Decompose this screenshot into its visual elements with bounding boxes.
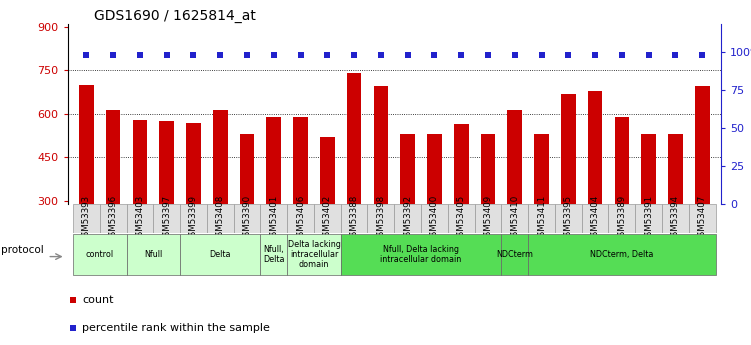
Text: NDCterm, Delta: NDCterm, Delta [590, 250, 653, 259]
Text: Delta lacking
intracellular
domain: Delta lacking intracellular domain [288, 239, 340, 269]
FancyBboxPatch shape [100, 204, 126, 233]
FancyBboxPatch shape [180, 204, 207, 233]
FancyBboxPatch shape [555, 204, 582, 233]
FancyBboxPatch shape [528, 204, 555, 233]
Text: GSM53401: GSM53401 [270, 195, 279, 242]
FancyBboxPatch shape [73, 234, 126, 275]
Bar [320, 137, 335, 204]
Text: GSM53398: GSM53398 [376, 195, 385, 242]
Text: GSM53395: GSM53395 [564, 195, 573, 242]
Text: Nfull, Delta lacking
intracellular domain: Nfull, Delta lacking intracellular domai… [381, 245, 462, 264]
Bar [561, 94, 576, 204]
Bar [400, 134, 415, 204]
FancyBboxPatch shape [126, 234, 180, 275]
Text: GSM53405: GSM53405 [457, 195, 466, 242]
Text: GSM53399: GSM53399 [189, 195, 198, 242]
Bar [293, 117, 308, 204]
FancyBboxPatch shape [261, 204, 287, 233]
FancyBboxPatch shape [421, 204, 448, 233]
Text: GSM53390: GSM53390 [243, 195, 252, 242]
Text: protocol: protocol [2, 245, 44, 255]
Bar [106, 109, 120, 204]
Text: GSM53388: GSM53388 [350, 195, 359, 242]
FancyBboxPatch shape [475, 204, 502, 233]
Text: GSM53404: GSM53404 [590, 195, 599, 242]
Bar [588, 91, 602, 204]
Text: GSM53394: GSM53394 [671, 195, 680, 242]
FancyBboxPatch shape [341, 234, 502, 275]
Text: GSM53389: GSM53389 [617, 195, 626, 242]
FancyBboxPatch shape [502, 234, 528, 275]
FancyBboxPatch shape [314, 204, 341, 233]
FancyBboxPatch shape [582, 204, 608, 233]
Text: GSM53410: GSM53410 [510, 195, 519, 242]
Text: NDCterm: NDCterm [496, 250, 533, 259]
Text: GSM53411: GSM53411 [537, 195, 546, 242]
Text: count: count [82, 295, 113, 305]
FancyBboxPatch shape [394, 204, 421, 233]
Text: GSM53397: GSM53397 [162, 195, 171, 242]
FancyBboxPatch shape [126, 204, 153, 233]
FancyBboxPatch shape [153, 204, 180, 233]
Bar [454, 124, 469, 204]
Text: GSM53407: GSM53407 [698, 195, 707, 242]
Text: GSM53400: GSM53400 [430, 195, 439, 242]
Text: Delta: Delta [210, 250, 231, 259]
Text: Nfull,
Delta: Nfull, Delta [263, 245, 285, 264]
FancyBboxPatch shape [502, 204, 528, 233]
FancyBboxPatch shape [448, 204, 475, 233]
Text: Nfull: Nfull [144, 250, 162, 259]
Text: GSM53392: GSM53392 [403, 195, 412, 242]
Text: GSM53403: GSM53403 [135, 195, 144, 242]
FancyBboxPatch shape [234, 204, 261, 233]
Bar [347, 73, 361, 204]
Bar [508, 109, 522, 204]
FancyBboxPatch shape [689, 204, 716, 233]
Bar [159, 121, 174, 204]
FancyBboxPatch shape [528, 234, 716, 275]
Text: GSM53393: GSM53393 [82, 195, 91, 242]
Text: GSM53406: GSM53406 [296, 195, 305, 242]
FancyBboxPatch shape [367, 204, 394, 233]
Text: GSM53409: GSM53409 [484, 195, 493, 242]
FancyBboxPatch shape [287, 234, 341, 275]
Bar [213, 109, 228, 204]
FancyBboxPatch shape [635, 204, 662, 233]
FancyBboxPatch shape [662, 204, 689, 233]
Bar [614, 117, 629, 204]
Bar [534, 134, 549, 204]
FancyBboxPatch shape [73, 204, 100, 233]
Bar [240, 134, 255, 204]
Bar [641, 134, 656, 204]
FancyBboxPatch shape [261, 234, 287, 275]
Text: percentile rank within the sample: percentile rank within the sample [82, 323, 270, 333]
Text: GDS1690 / 1625814_at: GDS1690 / 1625814_at [94, 9, 255, 23]
Text: GSM53391: GSM53391 [644, 195, 653, 242]
Bar [427, 134, 442, 204]
Bar [668, 134, 683, 204]
Text: GSM53402: GSM53402 [323, 195, 332, 242]
Bar [267, 117, 281, 204]
Text: control: control [86, 250, 114, 259]
Bar [186, 122, 201, 204]
Bar [132, 120, 147, 204]
FancyBboxPatch shape [180, 234, 261, 275]
FancyBboxPatch shape [207, 204, 234, 233]
Bar [79, 85, 94, 204]
Bar [481, 134, 496, 204]
Text: GSM53408: GSM53408 [216, 195, 225, 242]
Text: GSM53396: GSM53396 [109, 195, 118, 242]
Bar [373, 86, 388, 204]
FancyBboxPatch shape [341, 204, 367, 233]
Bar [695, 86, 710, 204]
FancyBboxPatch shape [608, 204, 635, 233]
FancyBboxPatch shape [287, 204, 314, 233]
